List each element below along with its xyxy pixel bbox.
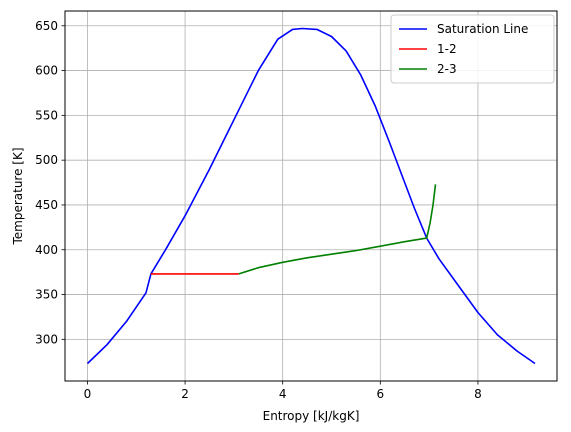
legend: Saturation Line 1-2 2-3 [390,14,555,84]
y-axis-ticks: 300 350 400 450 500 550 600 650 [35,19,65,346]
x-axis-label: Entropy [kJ/kgK] [263,409,360,423]
legend-label: 1-2 [437,42,457,56]
y-tick-label: 400 [35,243,58,257]
x-tick-label: 2 [181,387,189,401]
x-tick-label: 0 [84,387,92,401]
y-tick-label: 300 [35,332,58,346]
y-tick-label: 350 [35,288,58,302]
y-axis-label: Temperature [K] [11,147,25,245]
legend-box [390,14,555,84]
x-axis-ticks: 0 2 4 6 8 [84,381,482,401]
y-tick-label: 550 [35,108,58,122]
axes-frame [64,10,558,382]
legend-label: Saturation Line [437,22,528,36]
y-tick-label: 450 [35,198,58,212]
series-line-0 [86,27,536,365]
y-tick-label: 650 [35,19,58,33]
x-tick-label: 8 [474,387,482,401]
series-line-2 [238,184,437,275]
plot-series [86,27,536,365]
x-tick-label: 6 [376,387,384,401]
y-tick-label: 500 [35,153,58,167]
x-tick-label: 4 [279,387,287,401]
grid [65,11,557,381]
legend-label: 2-3 [437,62,457,76]
y-tick-label: 600 [35,64,58,78]
